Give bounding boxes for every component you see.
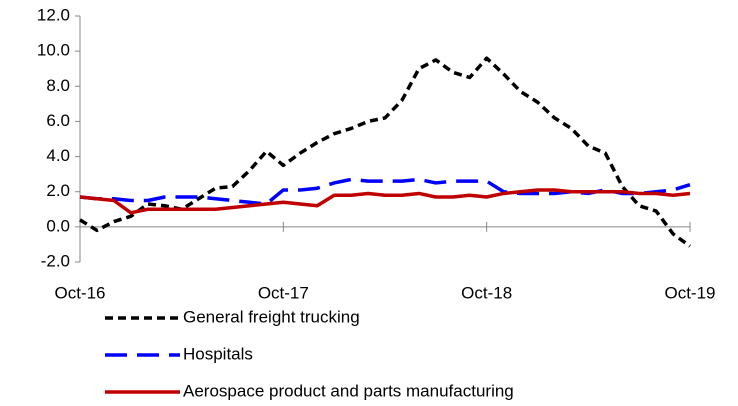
y-tick-label: 0.0 — [46, 216, 70, 235]
x-tick-label: Oct-18 — [461, 283, 512, 302]
legend-label: Aerospace product and parts manufacturin… — [183, 381, 514, 400]
x-tick-label: Oct-19 — [664, 283, 715, 302]
series-line — [79, 177, 691, 206]
x-tick-label: Oct-16 — [54, 283, 105, 302]
legend-label: Hospitals — [183, 344, 253, 363]
y-tick-label: 6.0 — [46, 111, 70, 130]
legend-label: General freight trucking — [183, 307, 360, 326]
x-tick-label: Oct-17 — [258, 283, 309, 302]
series-line — [79, 188, 691, 215]
y-tick-label: 2.0 — [46, 181, 70, 200]
y-tick-label: 12.0 — [37, 5, 70, 24]
y-tick-label: -2.0 — [41, 251, 70, 270]
y-tick-label: 4.0 — [46, 146, 70, 165]
y-tick-label: 10.0 — [37, 41, 70, 60]
series-line — [79, 56, 692, 248]
y-tick-label: 8.0 — [46, 76, 70, 95]
